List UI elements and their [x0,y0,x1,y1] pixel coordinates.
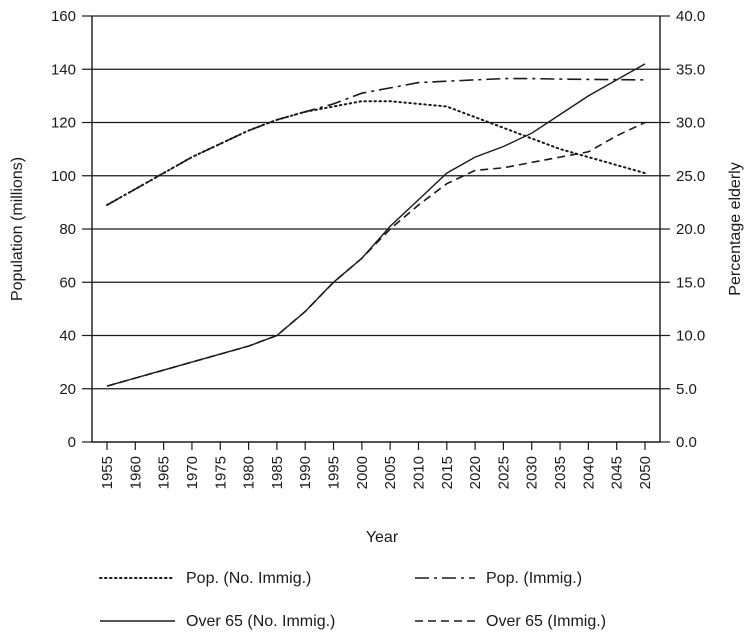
y-tick-label: 40 [59,328,76,345]
series-lines [106,63,646,387]
y2-tick-label: 40.0 [676,8,705,25]
x-tick-labels: 1955 1960 1965 1970 1975 1980 1985 1990 1995 2000… [99,456,654,489]
x-tick-label: 2020 [467,456,484,489]
series-line [106,100,646,206]
x-tick-label: 1965 [156,456,173,489]
y2-tick-label: 30.0 [676,115,705,132]
x-tick-label: 2025 [495,456,512,489]
x-tick-label: 1970 [184,456,201,489]
gridlines [92,15,660,390]
x-tick-label: 1960 [127,456,144,489]
y-tick-labels: 0 20 40 60 80 100 120 140 160 [51,8,76,451]
y-tick-label: 80 [59,221,76,238]
axes [82,15,670,450]
y-tick-label: 0 [68,434,76,451]
y2-tick-label: 15.0 [676,274,705,291]
x-tick-label: 2045 [609,456,626,489]
x-tick-label: 2005 [382,456,399,489]
series-line [106,63,646,387]
x-tick-label: 2000 [354,456,371,489]
x-tick-label: 1985 [269,456,286,489]
y-tick-label: 160 [51,8,76,25]
x-tick-label: 2010 [410,456,427,489]
x-tick-label: 2015 [439,456,456,489]
legend-label: Pop. (No. Immig.) [186,570,311,587]
legend-label: Over 65 (Immig.) [486,613,606,630]
x-tick-label: 1990 [297,456,314,489]
y2-tick-label: 25.0 [676,168,705,185]
x-tick-label: 1975 [212,456,229,489]
y-tick-label: 140 [51,61,76,78]
legend: Pop. (No. Immig.) Pop. (Immig.) Over 65 (N… [99,570,606,630]
y2-tick-label: 5.0 [676,381,697,398]
y2-tick-label: 35.0 [676,61,705,78]
y2-axis-title: Percentage elderly [727,162,744,295]
y-axis-title: Population (millions) [9,157,26,301]
x-tick-label: 1955 [99,456,116,489]
series-line [106,121,646,387]
y-tick-label: 60 [59,274,76,291]
legend-label: Pop. (Immig.) [486,570,582,587]
y-tick-label: 20 [59,381,76,398]
x-tick-label: 2050 [637,456,654,489]
x-tick-label: 2040 [580,456,597,489]
series-line [106,77,646,206]
y-tick-label: 100 [51,168,76,185]
y2-tick-label: 0.0 [676,434,697,451]
x-tick-label: 1980 [241,456,258,489]
legend-label: Over 65 (No. Immig.) [186,613,335,630]
y2-tick-labels: 0.0 5.0 10.0 15.0 20.0 25.0 30.0 35.0 40.0 [676,8,705,451]
y-tick-label: 120 [51,115,76,132]
x-tick-label: 2035 [552,456,569,489]
y2-tick-label: 20.0 [676,221,705,238]
x-tick-label: 1995 [326,456,343,489]
x-tick-label: 2030 [524,456,541,489]
x-axis-title: Year [366,529,399,546]
y2-tick-label: 10.0 [676,328,705,345]
